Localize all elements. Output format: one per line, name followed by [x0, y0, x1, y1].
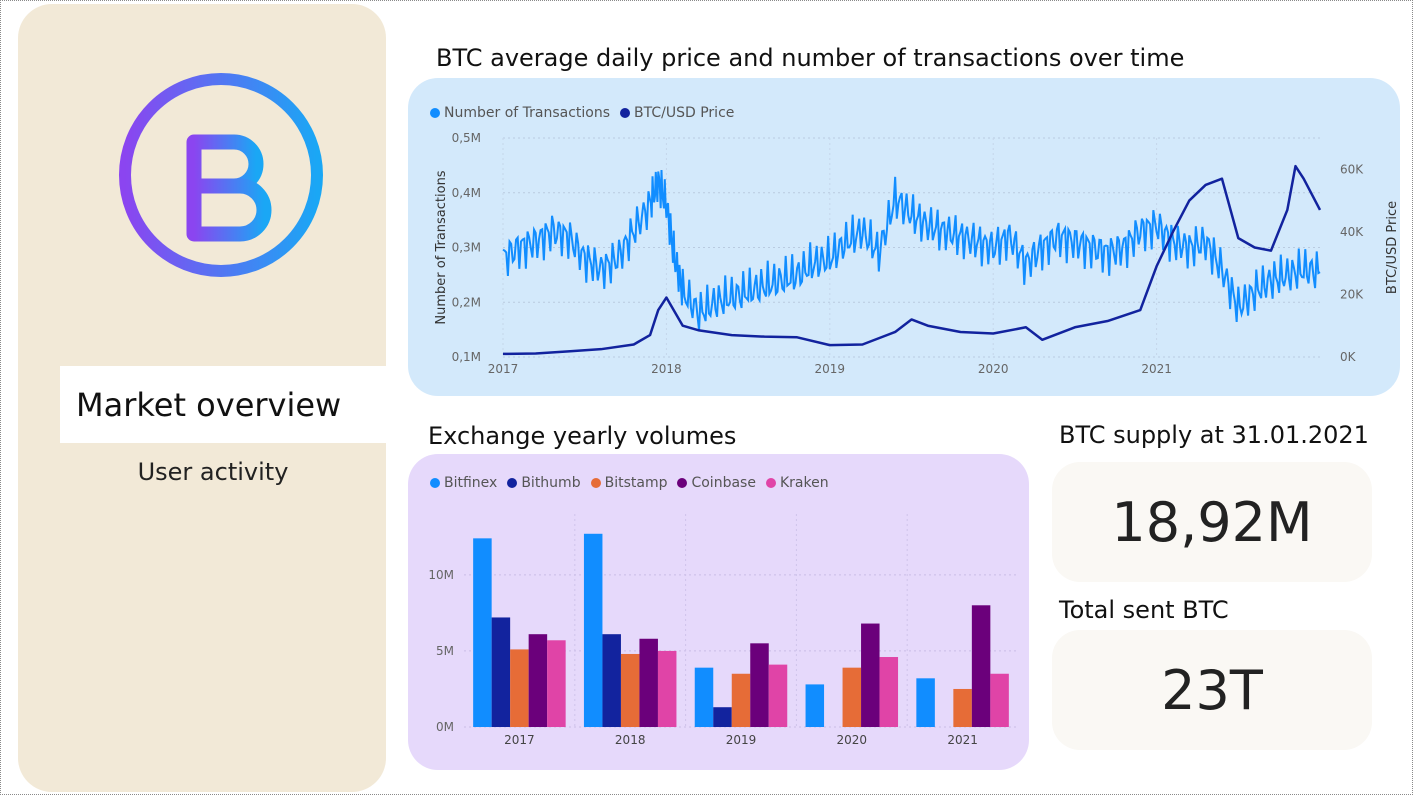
- y-left-tick-label: 0,2M: [452, 295, 481, 309]
- y-right-tick-label: 40K: [1340, 225, 1364, 239]
- y-left-tick-label: 0,3M: [452, 241, 481, 255]
- y-tick-label: 5M: [436, 644, 454, 658]
- kpi-sent-value: 23T: [1161, 658, 1263, 722]
- bar-bithumb-2019: [713, 707, 732, 727]
- series-line-transactions: [502, 170, 1321, 331]
- legend-dot: [590, 478, 601, 488]
- x-tick-label: 2017: [504, 733, 535, 747]
- bar-kraken-2021: [990, 673, 1009, 727]
- y-left-axis-label: Number of Transactions: [434, 170, 449, 324]
- y-right-tick-label: 60K: [1340, 162, 1364, 176]
- series-line-price: [502, 164, 1322, 356]
- bar-bitstamp-2019: [731, 673, 751, 727]
- bar-bitstamp-2018: [620, 653, 640, 727]
- y-left-tick-label: 0,4M: [452, 186, 481, 200]
- legend-item-bitfinex[interactable]: Bitfinex: [430, 475, 497, 491]
- legend-label: Coinbase: [691, 475, 756, 491]
- legend-label: Bithumb: [521, 475, 581, 491]
- bar-bitfinex-2019: [694, 667, 714, 727]
- bar-bitfinex-2020: [805, 684, 825, 727]
- kpi-sent-title: Total sent BTC: [1059, 596, 1229, 624]
- kpi-supply-title: BTC supply at 31.01.2021: [1059, 421, 1369, 449]
- x-tick-label: 2021: [947, 733, 978, 747]
- bar-coinbase-2020: [861, 623, 880, 727]
- nav-market-overview[interactable]: Market overview: [60, 366, 386, 443]
- legend-item-price[interactable]: BTC/USD Price: [620, 105, 734, 121]
- legend-dot: [765, 478, 776, 488]
- bar-kraken-2019: [768, 664, 788, 727]
- legend-item-bitstamp[interactable]: Bitstamp: [590, 475, 668, 491]
- x-tick-label: 2020: [837, 733, 868, 747]
- bar-bitstamp-2020: [842, 667, 862, 727]
- bar-coinbase-2017: [528, 634, 548, 727]
- bar-bithumb-2018: [602, 634, 621, 727]
- volume-chart-legend: Bitfinex Bithumb Bitstamp Coinbase Kraken: [430, 475, 829, 491]
- bar-bitstamp-2017: [510, 649, 529, 727]
- x-tick-label: 2017: [488, 362, 519, 376]
- legend-dot: [620, 108, 631, 118]
- bar-kraken-2020: [879, 657, 899, 727]
- bar-kraken-2017: [547, 640, 566, 727]
- price-chart-panel: [408, 78, 1400, 396]
- x-tick-label: 2019: [726, 733, 757, 747]
- y-tick-label: 0M: [436, 720, 454, 734]
- legend-label: Kraken: [779, 475, 829, 491]
- bar-coinbase-2021: [971, 605, 991, 727]
- volume-chart[interactable]: 0M 5M 10M 2017 2018 2019 2020 2021: [408, 454, 1029, 770]
- x-tick-label: 2021: [1141, 362, 1172, 376]
- legend-item-bithumb[interactable]: Bithumb: [507, 475, 581, 491]
- legend-dot: [677, 478, 688, 488]
- y-right-axis-label: BTC/USD Price: [1385, 201, 1400, 294]
- bar-bitfinex-2021: [916, 678, 935, 727]
- legend-item-coinbase[interactable]: Coinbase: [677, 475, 756, 491]
- price-chart-title: BTC average daily price and number of tr…: [436, 44, 1185, 72]
- x-tick-label: 2018: [615, 733, 646, 747]
- x-tick-label: 2020: [978, 362, 1009, 376]
- volume-chart-title: Exchange yearly volumes: [428, 422, 737, 450]
- price-chart-legend: Number of Transactions BTC/USD Price: [430, 105, 734, 121]
- y-tick-label: 10M: [428, 568, 454, 582]
- y-right-tick-label: 0K: [1340, 350, 1357, 364]
- bar-kraken-2018: [657, 650, 677, 727]
- x-tick-label: 2019: [815, 362, 846, 376]
- bar-bitfinex-2018: [583, 533, 603, 727]
- kpi-supply-card: 18,92M: [1052, 462, 1372, 582]
- legend-dot: [507, 478, 518, 488]
- bar-coinbase-2018: [639, 638, 658, 727]
- y-right-tick-label: 20K: [1340, 287, 1364, 301]
- x-tick-label: 2018: [651, 362, 682, 376]
- price-chart[interactable]: 0,1M 0,2M 0,3M 0,4M 0,5M 0K 20K 40K 60K 2017 2018 2…: [408, 78, 1400, 396]
- nav-user-activity[interactable]: User activity: [137, 458, 289, 486]
- bar-bithumb-2017: [491, 617, 511, 727]
- legend-item-transactions[interactable]: Number of Transactions: [430, 105, 610, 121]
- legend-label: BTC/USD Price: [634, 105, 735, 121]
- bar-coinbase-2019: [750, 643, 769, 727]
- legend-label: Bitstamp: [604, 475, 668, 491]
- y-left-tick-label: 0,1M: [452, 350, 481, 364]
- legend-dot: [430, 108, 440, 118]
- y-left-tick-label: 0,5M: [452, 131, 481, 145]
- legend-dot: [430, 478, 440, 488]
- bitcoin-icon: [119, 73, 323, 277]
- legend-label: Number of Transactions: [444, 105, 611, 121]
- legend-item-kraken[interactable]: Kraken: [765, 475, 829, 491]
- legend-label: Bitfinex: [444, 475, 498, 491]
- bar-bitstamp-2021: [953, 688, 972, 727]
- kpi-sent-card: 23T: [1052, 630, 1372, 750]
- kpi-supply-value: 18,92M: [1111, 490, 1313, 554]
- bar-bitfinex-2017: [473, 538, 492, 727]
